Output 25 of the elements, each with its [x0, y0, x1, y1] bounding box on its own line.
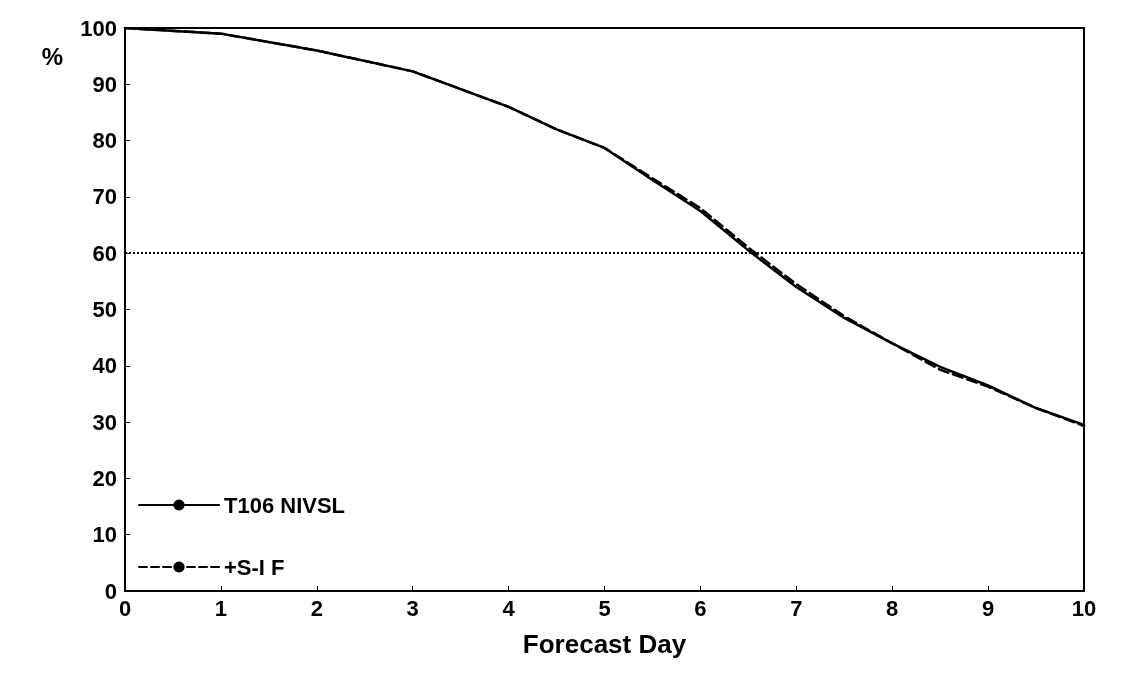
y-tick-label: 0 — [104, 578, 117, 604]
x-tick-label: 9 — [981, 595, 995, 621]
x-tick-label: 8 — [886, 595, 899, 621]
y-axis-title: % — [41, 42, 63, 70]
x-axis-title: Forecast Day — [522, 629, 687, 659]
y-tick-label: 20 — [92, 465, 117, 491]
y-tick-label: 30 — [92, 409, 117, 435]
x-tick-label: 1 — [214, 595, 228, 621]
x-tick-label: 10 — [1071, 595, 1097, 621]
x-tick-label: 5 — [598, 595, 611, 621]
y-tick-label: 50 — [92, 297, 117, 322]
x-tick-label: 6 — [694, 595, 707, 621]
x-tick-label: 4 — [502, 595, 516, 621]
legend-label: +S-I F — [224, 554, 285, 580]
y-tick-label: 100 — [80, 15, 117, 41]
x-tick-label: 7 — [790, 595, 803, 621]
x-tick-label: 3 — [406, 595, 419, 621]
legend-label: T106 NIVSL — [224, 492, 346, 518]
y-tick-label: 80 — [92, 128, 117, 154]
y-tick-label: 90 — [92, 71, 117, 97]
y-tick-label: 40 — [92, 353, 117, 379]
y-tick-label: 70 — [92, 184, 117, 210]
y-tick-label: 60 — [92, 240, 117, 266]
y-tick-label: 10 — [92, 522, 117, 548]
x-tick-label: 2 — [310, 595, 323, 621]
